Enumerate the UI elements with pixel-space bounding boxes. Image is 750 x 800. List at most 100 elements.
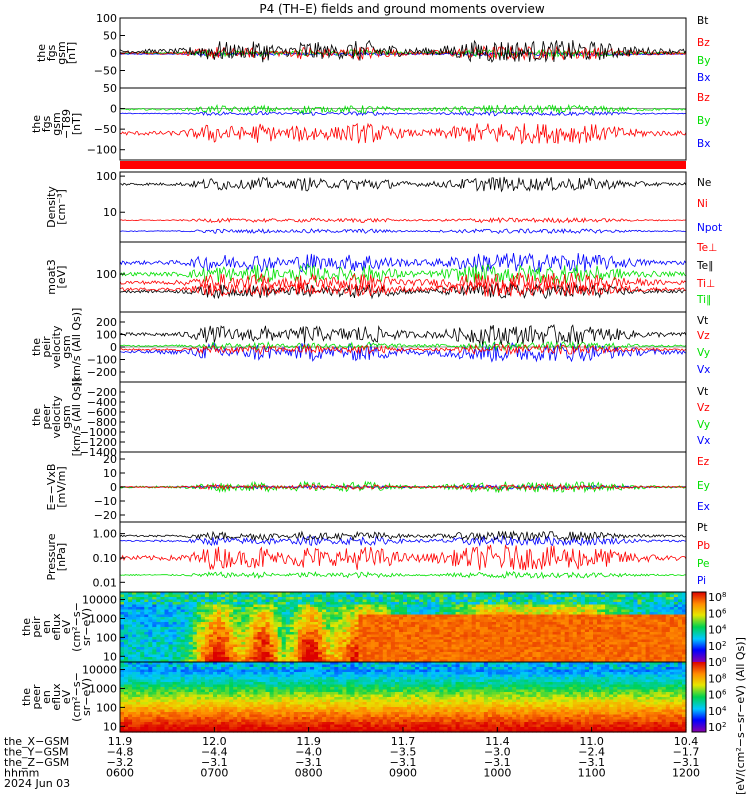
spectrogram-cell — [164, 659, 170, 663]
spectrogram-cell — [649, 607, 655, 611]
spectrogram-cell — [609, 592, 614, 596]
spectrogram-cell — [306, 647, 311, 651]
spectrogram-cell — [394, 622, 400, 626]
spectrogram-cell — [443, 659, 448, 663]
spectrogram-cell — [144, 694, 149, 698]
spectrogram-cell — [285, 609, 291, 613]
spectrogram-cell — [180, 664, 186, 668]
spectrogram-cell — [471, 622, 477, 626]
spectrogram-cell — [164, 694, 170, 698]
spectrogram-cell — [245, 609, 250, 613]
spectrogram-cell — [297, 654, 303, 658]
spectrogram-cell — [358, 642, 364, 646]
spectrogram-cell — [188, 632, 194, 636]
spectrogram-cell — [415, 597, 420, 601]
spectrogram-cell — [152, 679, 157, 683]
spectrogram-cell — [584, 632, 590, 636]
spectrogram-cell — [225, 659, 230, 663]
spectrogram-cell — [293, 634, 299, 638]
spectrogram-cell — [200, 597, 206, 601]
spectrogram-cell — [188, 707, 194, 711]
spectrogram-cell — [144, 634, 149, 638]
spectrogram-cell — [184, 712, 190, 716]
spectrogram-cell — [564, 657, 570, 661]
spectrogram-cell — [374, 594, 380, 598]
spectrogram-cell — [625, 659, 630, 663]
spectrogram-cell — [386, 614, 392, 618]
spectrogram-cell — [148, 602, 153, 606]
spectrogram-cell — [164, 684, 170, 688]
spectrogram-cell — [208, 697, 214, 701]
spectrogram-cell — [140, 682, 145, 686]
spectrogram-cell — [435, 604, 440, 608]
spectrogram-cell — [168, 722, 174, 726]
spectrogram-cell — [463, 644, 469, 648]
spectrogram-cell — [491, 659, 497, 663]
spectrogram-cell — [160, 699, 165, 703]
spectrogram-cell — [677, 617, 683, 621]
spectrogram-cell — [330, 639, 335, 643]
spectrogram-cell — [172, 622, 178, 626]
spectrogram-cell — [378, 637, 384, 641]
spectrogram-cell — [593, 647, 598, 651]
spectrogram-cell — [661, 639, 667, 643]
spectrogram-cell — [516, 609, 521, 613]
spectrogram-cell — [593, 634, 598, 638]
spectrogram-cell — [500, 652, 505, 656]
spectrogram-cell — [196, 674, 202, 678]
spectrogram-cell — [601, 637, 606, 641]
spectrogram-cell — [669, 659, 675, 663]
spectrogram-cell — [208, 662, 214, 666]
spectrogram-cell — [407, 629, 412, 633]
spectrogram-cell — [431, 619, 436, 623]
spectrogram-cell — [208, 604, 214, 608]
spectrogram-cell — [500, 609, 505, 613]
spectrogram-cell — [273, 629, 279, 633]
spectrogram-cell — [378, 627, 384, 631]
spectrogram-cell — [237, 674, 242, 678]
spectrogram-cell — [144, 667, 149, 671]
spectrogram-cell — [572, 639, 578, 643]
spectrogram-cell — [217, 724, 222, 728]
spectrogram-cell — [128, 637, 133, 641]
spectrogram-cell — [180, 699, 186, 703]
spectrogram-cell — [415, 654, 420, 658]
spectrogram-cell — [148, 597, 153, 601]
spectrogram-cell — [386, 647, 392, 651]
spectrogram-cell — [289, 659, 295, 663]
spectrogram-cell — [261, 617, 267, 621]
legend-entry: By — [697, 55, 710, 67]
spectrogram-cell — [556, 642, 562, 646]
spectrogram-cell — [338, 604, 343, 608]
spectrogram-cell — [399, 604, 404, 608]
spectrogram-cell — [479, 657, 485, 661]
spectrogram-cell — [176, 664, 182, 668]
spectrogram-cell — [532, 639, 537, 643]
spectrogram-cell — [200, 699, 206, 703]
spectrogram-cell — [552, 634, 558, 638]
spectrogram-cell — [233, 697, 238, 701]
spectrogram-cell — [661, 634, 667, 638]
spectrogram-cell — [168, 657, 174, 661]
spectrogram-cell — [237, 639, 242, 643]
spectrogram-cell — [682, 619, 687, 623]
spectrogram-cell — [471, 617, 477, 621]
spectrogram-cell — [160, 609, 165, 613]
spectrogram-cell — [144, 674, 149, 678]
spectrogram-cell — [330, 647, 335, 651]
spectrogram-cell — [148, 649, 153, 653]
spectrogram-cell — [572, 634, 578, 638]
spectrogram-cell — [326, 612, 331, 616]
spectrogram-cell — [386, 604, 392, 608]
spectrogram-cell — [431, 644, 436, 648]
spectrogram-cell — [540, 647, 546, 651]
spectrogram-cell — [330, 597, 335, 601]
spectrogram-cell — [221, 654, 226, 658]
spectrogram-cell — [188, 662, 194, 666]
spectrogram-cell — [152, 669, 157, 673]
y-axis-label-line: −T89 — [60, 109, 73, 139]
spectrogram-cell — [443, 604, 448, 608]
spectrogram-cell — [306, 592, 311, 596]
spectrogram-cell — [411, 609, 416, 613]
spectrogram-cell — [208, 632, 214, 636]
